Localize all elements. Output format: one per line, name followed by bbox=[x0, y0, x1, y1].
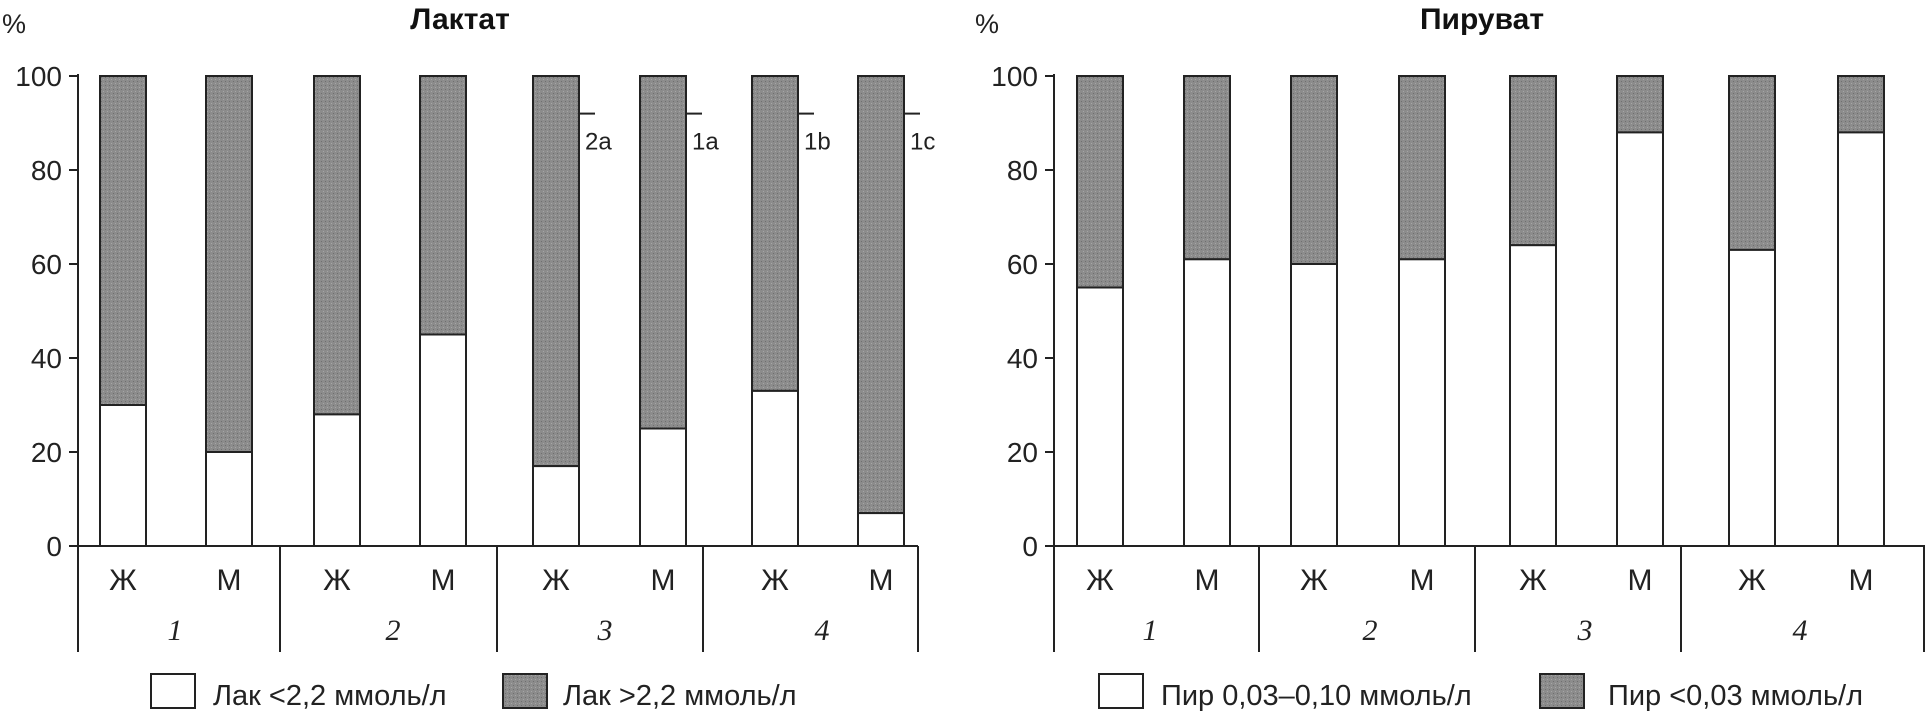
group-label: 1 bbox=[168, 614, 183, 647]
y-tick-label: 0 bbox=[1022, 531, 1038, 562]
lactate-chart-title: Лактат bbox=[410, 3, 510, 36]
category-label: Ж bbox=[1519, 564, 1547, 597]
group-label: 2 bbox=[386, 614, 401, 647]
annotation-label: 1b bbox=[804, 129, 831, 156]
category-label: М bbox=[651, 564, 676, 597]
category-label: Ж bbox=[323, 564, 351, 597]
y-tick-label: 20 bbox=[1007, 437, 1038, 468]
lactate-bars bbox=[99, 75, 905, 548]
bar-segment-upper bbox=[419, 75, 467, 336]
group-label: 4 bbox=[815, 614, 830, 647]
category-label: Ж bbox=[1300, 564, 1328, 597]
bar-segment-lower bbox=[1290, 263, 1338, 547]
bar-segment-upper bbox=[1509, 75, 1557, 247]
annotation-label: 2a bbox=[585, 129, 612, 156]
pyruvate-chart-title: Пируват bbox=[1420, 3, 1544, 36]
legend-swatch-lactate-low bbox=[150, 673, 196, 709]
y-tick-label: 80 bbox=[31, 155, 62, 186]
category-label: М bbox=[1628, 564, 1653, 597]
bar-segment-lower bbox=[1509, 244, 1557, 547]
bar-segment-upper bbox=[639, 75, 687, 430]
y-tick-label: 100 bbox=[15, 61, 62, 92]
lactate-axes: 0 20 40 60 80 100 Ж М Ж М Ж М Ж М 1 2 3 4 bbox=[15, 61, 919, 652]
lactate-annotations: 2a 1a 1b 1c bbox=[579, 112, 935, 156]
bar-segment-lower bbox=[1183, 258, 1231, 547]
group-label: 3 bbox=[597, 614, 613, 647]
pyruvate-y-unit: % bbox=[975, 9, 999, 39]
annotation-label: 1a bbox=[692, 129, 719, 156]
bar-segment-upper bbox=[751, 75, 799, 392]
legend-label-lactate-low: Лак <2,2 ммоль/л bbox=[213, 680, 447, 712]
bar-segment-lower bbox=[857, 512, 905, 547]
group-label: 1 bbox=[1143, 614, 1158, 647]
bar-segment-upper bbox=[857, 75, 905, 515]
legend-swatch-lactate-high bbox=[502, 673, 548, 709]
legend-swatch-pyruvate-normal bbox=[1098, 673, 1144, 709]
y-tick-label: 80 bbox=[1007, 155, 1038, 186]
bar-segment-lower bbox=[99, 404, 147, 547]
bar-segment-upper bbox=[99, 75, 147, 406]
legend-swatch-pyruvate-low bbox=[1539, 673, 1585, 709]
bar-segment-lower bbox=[1398, 258, 1446, 547]
bar-segment-upper bbox=[1290, 75, 1338, 265]
category-label: М bbox=[431, 564, 456, 597]
pyruvate-axes: 0 20 40 60 80 100 Ж М Ж М Ж М Ж М 1 2 3 4 bbox=[991, 61, 1925, 652]
group-label: 3 bbox=[1577, 614, 1593, 647]
bar-segment-lower bbox=[419, 333, 467, 547]
category-label: Ж bbox=[109, 564, 137, 597]
annotation-label: 1c bbox=[910, 129, 935, 156]
category-label: М bbox=[1849, 564, 1874, 597]
pyruvate-bars bbox=[1076, 75, 1885, 547]
bar-segment-lower bbox=[639, 427, 687, 547]
bar-segment-upper bbox=[1728, 75, 1776, 251]
bar-segment-upper bbox=[205, 75, 253, 453]
y-tick-label: 100 bbox=[991, 61, 1038, 92]
y-tick-label: 60 bbox=[31, 249, 62, 280]
bar-segment-upper bbox=[313, 75, 361, 416]
bar-segment-lower bbox=[532, 465, 580, 548]
bar-segment-upper bbox=[532, 75, 580, 468]
bar-segment-lower bbox=[1616, 131, 1664, 547]
y-tick-label: 60 bbox=[1007, 249, 1038, 280]
bar-segment-lower bbox=[205, 451, 253, 547]
lactate-y-unit: % bbox=[2, 9, 26, 39]
bar-segment-upper bbox=[1183, 75, 1231, 261]
legend-label-pyruvate-low: Пир <0,03 ммоль/л bbox=[1608, 680, 1863, 712]
group-label: 4 bbox=[1793, 614, 1808, 647]
bar-segment-lower bbox=[751, 389, 799, 547]
y-tick-label: 40 bbox=[1007, 343, 1038, 374]
lactate-legend: Лак <2,2 ммоль/л Лак >2,2 ммоль/л bbox=[150, 673, 797, 712]
category-label: Ж bbox=[1738, 564, 1766, 597]
y-tick-label: 20 bbox=[31, 437, 62, 468]
legend-label-pyruvate-normal: Пир 0,03–0,10 ммоль/л bbox=[1161, 680, 1472, 712]
bar-segment-upper bbox=[1837, 75, 1885, 134]
bar-segment-lower bbox=[1728, 248, 1776, 547]
y-tick-label: 0 bbox=[46, 531, 62, 562]
bar-segment-lower bbox=[1076, 286, 1124, 547]
legend-label-lactate-high: Лак >2,2 ммоль/л bbox=[563, 680, 797, 712]
pyruvate-chart: % Пируват 0 20 40 60 80 100 Ж М Ж М Ж М Ж М 1 2 3 4 Пир 0… bbox=[975, 3, 1925, 712]
bar-segment-lower bbox=[1837, 131, 1885, 547]
lactate-chart: % Лактат 0 20 40 60 80 100 Ж М Ж М Ж М Ж М 1 2 3 4 2a 1a 1b… bbox=[2, 3, 935, 712]
y-tick-label: 40 bbox=[31, 343, 62, 374]
bar-segment-upper bbox=[1616, 75, 1664, 134]
category-label: М bbox=[1195, 564, 1220, 597]
group-label: 2 bbox=[1363, 614, 1378, 647]
category-label: М bbox=[217, 564, 242, 597]
category-label: Ж bbox=[542, 564, 570, 597]
category-label: М bbox=[1410, 564, 1435, 597]
bar-segment-lower bbox=[313, 413, 361, 547]
category-label: М bbox=[869, 564, 894, 597]
bar-segment-upper bbox=[1076, 75, 1124, 289]
category-label: Ж bbox=[761, 564, 789, 597]
pyruvate-legend: Пир 0,03–0,10 ммоль/л Пир <0,03 ммоль/л bbox=[1098, 673, 1863, 712]
bar-segment-upper bbox=[1398, 75, 1446, 261]
category-label: Ж bbox=[1086, 564, 1114, 597]
